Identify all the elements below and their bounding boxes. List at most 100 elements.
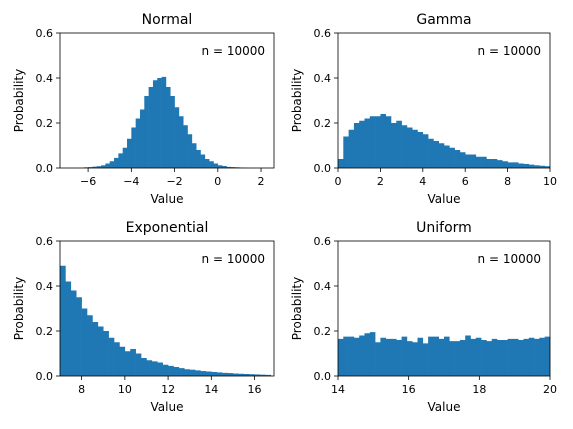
histogram-bar (196, 150, 201, 168)
x-tick-label: 14 (204, 383, 218, 396)
histogram-bar (422, 134, 429, 168)
histogram-bar (191, 143, 197, 168)
histogram-bar (232, 373, 239, 376)
histogram-bar (101, 165, 106, 168)
histogram-bar (157, 78, 162, 168)
axes-frame (337, 32, 551, 169)
y-tick-label: 0.4 (36, 72, 54, 85)
histogram-bar (507, 338, 514, 377)
histogram-bar (438, 143, 445, 168)
x-axis-label: Value (428, 400, 461, 414)
x-tick-label: −2 (166, 175, 182, 188)
histogram-bar (174, 107, 180, 168)
histogram-bar (97, 326, 104, 376)
bars (338, 332, 551, 377)
histogram-bar (475, 337, 482, 376)
histogram-bar (359, 335, 365, 376)
y-tick-label: 0.0 (36, 162, 54, 175)
x-tick-label: 6 (462, 175, 469, 188)
histogram-bar (454, 341, 461, 377)
histogram-bar (338, 159, 344, 168)
subplot-title: Gamma (416, 12, 471, 28)
histogram-bar (406, 341, 413, 377)
histogram-bar (380, 337, 386, 376)
y-axis-label: Probability (290, 277, 304, 340)
y-tick-label: 0.6 (36, 235, 54, 248)
histogram-bar (507, 162, 514, 169)
histogram-bar (141, 358, 147, 376)
histogram-bar (486, 159, 492, 168)
histogram-bar (444, 145, 450, 168)
histogram-bar (465, 154, 471, 168)
bars (338, 114, 551, 169)
histogram-bar (481, 156, 487, 168)
histogram-bar (173, 367, 180, 376)
histogram-bar (449, 147, 455, 168)
histogram-bar (539, 337, 545, 376)
histogram-bar (114, 157, 119, 169)
histogram-bar (119, 346, 126, 376)
histogram-bar (76, 297, 82, 376)
histogram-bar (369, 116, 376, 168)
histogram-bar (211, 371, 218, 376)
histogram-bar (187, 134, 193, 168)
histogram-bar (364, 118, 371, 168)
histogram-bar (428, 336, 434, 377)
histogram-bar (433, 336, 439, 377)
histogram-bar (544, 166, 551, 168)
histogram-bar (209, 161, 214, 168)
histogram-bar (254, 374, 261, 376)
histogram-bar (265, 374, 272, 377)
histogram-bar (385, 338, 392, 377)
histogram-bar (528, 337, 535, 376)
y-tick-label: 0.4 (314, 72, 332, 85)
histogram-bar (502, 161, 508, 168)
axes-frame (59, 32, 275, 169)
histogram-bar (449, 341, 455, 377)
axes-frame (337, 240, 551, 377)
histogram-bar (226, 166, 232, 169)
histogram-bar (375, 342, 381, 376)
histogram-bar (122, 147, 128, 168)
histogram-bar (396, 340, 402, 376)
histogram-bar (243, 373, 250, 376)
histogram-bar (465, 335, 471, 376)
subplot-normal: 0.0 0.2 0.4 0.6 −6 −4 −2 0 2 Normal Value Probabili… (12, 12, 275, 206)
histogram-bar (412, 342, 418, 376)
x-tick-label: −4 (123, 175, 139, 188)
histogram-bar (124, 351, 131, 376)
histogram-bar (148, 87, 154, 168)
subplot-title: Normal (142, 12, 193, 28)
histogram-bar (375, 116, 381, 168)
histogram-bar (396, 120, 402, 168)
y-tick-label: 0.6 (314, 27, 332, 40)
histogram-bar (422, 343, 429, 377)
histogram-bar (459, 340, 466, 376)
histogram-bar (216, 372, 223, 376)
subplot-uniform: 0.0 0.2 0.4 0.6 14 16 18 20 Uniform Value Probabil… (290, 220, 557, 414)
sample-size-annotation: n = 10000 (478, 252, 541, 266)
x-tick-label: 0 (214, 175, 221, 188)
histogram-bar (481, 340, 487, 376)
y-axis-label: Probability (12, 277, 26, 340)
histogram-bar (195, 370, 201, 377)
histogram-bar (144, 96, 149, 168)
histogram-bar (491, 159, 498, 168)
histogram-bar (486, 341, 492, 377)
histogram-bar (127, 138, 132, 168)
histogram-bar (200, 154, 206, 168)
histogram-bar (417, 132, 424, 168)
histogram-bar (230, 167, 236, 168)
histogram-bar (87, 315, 93, 376)
y-tick-label: 0.2 (314, 325, 332, 338)
histogram-bar (438, 338, 445, 377)
x-tick-label: 10 (543, 175, 557, 188)
histogram-bar (189, 369, 196, 376)
x-tick-label: 12 (161, 383, 175, 396)
histogram-bar (401, 336, 408, 377)
histogram-bar (259, 374, 266, 376)
y-axis-label: Probability (12, 69, 26, 132)
histogram-bar (88, 167, 93, 168)
histogram-bar (369, 332, 376, 377)
x-tick-label: 10 (118, 383, 132, 396)
